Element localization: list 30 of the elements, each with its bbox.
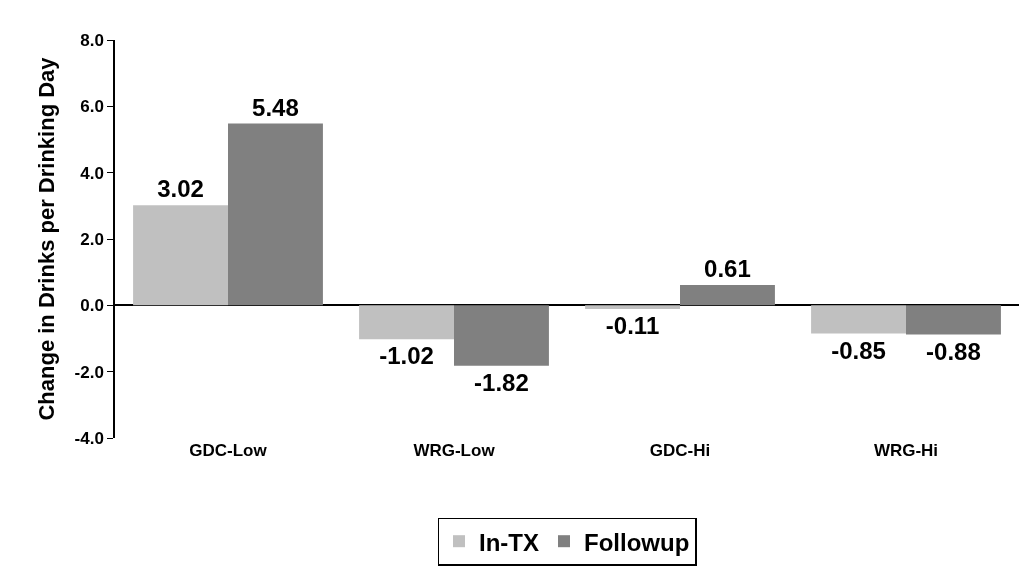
x-tick-label: WRG-Hi	[873, 441, 939, 460]
y-tick-label: 0.0	[80, 296, 104, 316]
y-tick-label: 8.0	[80, 30, 104, 50]
bar	[454, 305, 549, 366]
bar	[585, 305, 680, 309]
y-tick-label: 4.0	[80, 163, 104, 183]
x-tick-label: GDC-Hi	[649, 441, 711, 460]
y-tick-label: -4.0	[74, 428, 104, 448]
data-label: 0.61	[704, 255, 751, 283]
legend-label: In-TX	[479, 528, 539, 556]
data-label: -0.88	[926, 337, 981, 365]
x-tick-label: WRG-Low	[413, 441, 496, 460]
bar	[133, 205, 228, 306]
bar	[359, 305, 454, 340]
data-label: -1.82	[474, 368, 529, 396]
bar	[228, 123, 323, 306]
y-tick-label: 6.0	[80, 97, 104, 117]
bar	[811, 305, 906, 334]
data-label: -0.85	[831, 336, 886, 364]
legend-label: Followup	[584, 528, 690, 556]
y-tick-label: -2.0	[74, 362, 104, 382]
x-tick-label: GDC-Low	[189, 441, 268, 460]
bar	[906, 305, 1001, 335]
y-axis-title: Change in Drinks per Drinking Day	[33, 56, 59, 421]
data-label: -1.02	[379, 342, 434, 370]
y-tick-label: 2.0	[80, 229, 104, 249]
data-label: 3.02	[157, 175, 204, 203]
data-label: -0.11	[605, 311, 660, 339]
bar	[680, 285, 775, 306]
data-label: 5.48	[252, 93, 299, 121]
